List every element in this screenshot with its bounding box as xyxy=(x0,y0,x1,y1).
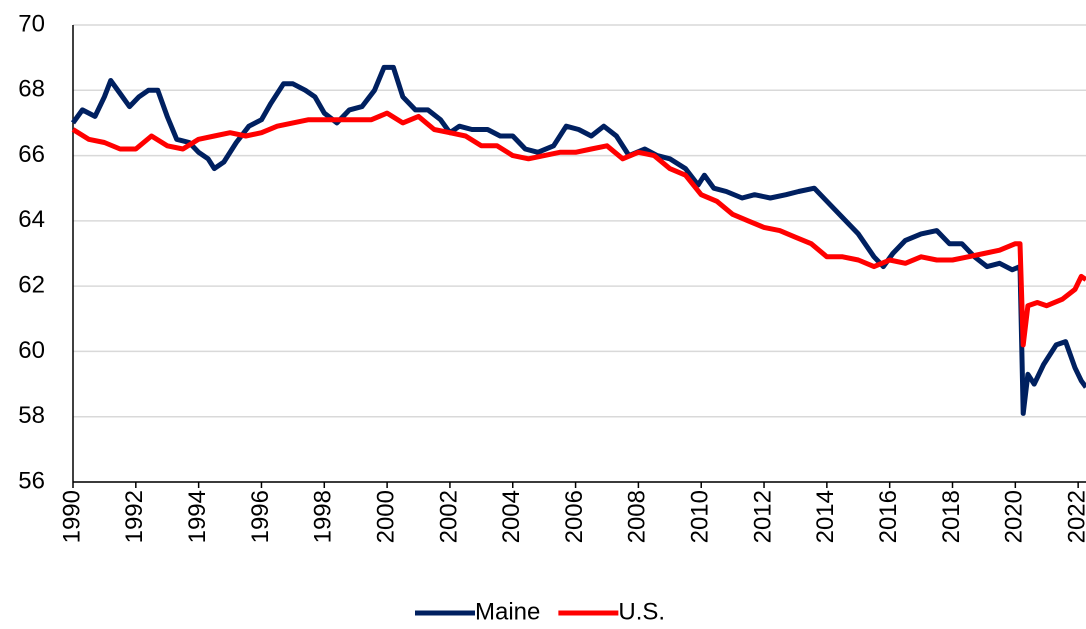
tick-labels: 56 58 60 62 64 66 68 70 1990 1992 1994 1996 1998 2000… xyxy=(18,10,1086,543)
x-tick-label: 2006 xyxy=(561,490,588,543)
x-tick-label: 2022 xyxy=(1063,490,1086,543)
y-tick-label: 64 xyxy=(18,206,45,233)
series-line xyxy=(71,110,1086,348)
x-tick-label: 1990 xyxy=(58,490,85,543)
y-tick-label: 66 xyxy=(18,141,45,168)
x-tick-label: 2020 xyxy=(1001,490,1028,543)
x-tick-label: 2016 xyxy=(875,490,902,543)
x-tick-label: 1996 xyxy=(247,490,274,543)
legend-label: Maine xyxy=(475,598,540,625)
y-tick-label: 68 xyxy=(18,76,45,103)
x-tick-label: 1998 xyxy=(310,490,337,543)
x-tick-label: 2010 xyxy=(687,490,714,543)
x-tick-label: 1994 xyxy=(184,490,211,543)
legend: Maine U.S. xyxy=(415,598,665,625)
x-tick-label: 2004 xyxy=(498,490,525,543)
y-tick-label: 60 xyxy=(18,337,45,364)
legend-label: U.S. xyxy=(618,598,665,625)
x-tick-label: 2002 xyxy=(435,490,462,543)
x-tick-label: 2018 xyxy=(938,490,965,543)
y-tick-label: 70 xyxy=(18,10,45,37)
grid xyxy=(72,24,1086,488)
x-tick-label: 2008 xyxy=(624,490,651,543)
plot-lines xyxy=(70,64,1086,416)
x-tick-label: 2012 xyxy=(749,490,776,543)
x-tick-label: 2014 xyxy=(812,490,839,543)
y-tick-label: 56 xyxy=(18,467,45,494)
series-line xyxy=(70,64,1086,416)
y-tick-label: 58 xyxy=(18,402,45,429)
y-tick-label: 62 xyxy=(18,271,45,298)
x-tick-label: 2000 xyxy=(372,490,399,543)
x-tick-label: 1992 xyxy=(121,490,148,543)
